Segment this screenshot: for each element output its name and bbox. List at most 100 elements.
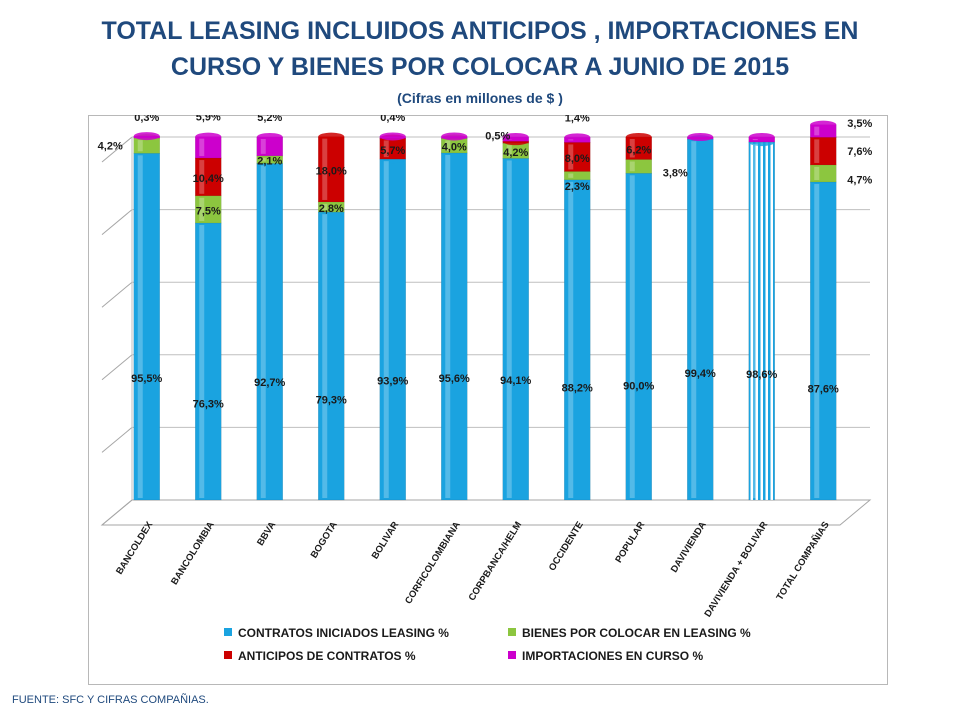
data-label: 4,2% (98, 141, 123, 153)
bar-highlight (752, 144, 758, 498)
bar-segment (133, 153, 160, 501)
data-label: 93,9% (377, 375, 408, 387)
bar-cap (502, 133, 529, 141)
bar-highlight (199, 225, 205, 498)
data-label: 7,5% (196, 205, 221, 217)
data-label: 98,6% (746, 369, 777, 381)
bar-highlight (506, 145, 512, 157)
data-label: 5,2% (257, 115, 282, 124)
chart-subtitle: (Cifras en millones de $ ) (397, 90, 563, 106)
chart-title-line-2: CURSO Y BIENES POR COLOCAR A JUNIO DE 20… (170, 53, 790, 81)
data-label: 0,5% (485, 130, 510, 142)
legend-swatch (508, 651, 516, 659)
bar-highlight (199, 138, 205, 157)
bar-segment (625, 173, 652, 501)
bar-cap (133, 132, 160, 141)
chart-frame (88, 115, 888, 685)
bar-highlight (629, 175, 635, 499)
bar-segment (748, 141, 775, 501)
bar-highlight (137, 155, 143, 498)
bar-highlight (199, 160, 205, 194)
bar-highlight (445, 154, 451, 499)
bar-highlight (260, 139, 266, 154)
bar-highlight (752, 139, 758, 141)
legend-label: CONTRATOS INICIADOS LEASING % (238, 626, 449, 640)
data-label: 3,5% (847, 118, 872, 130)
bar-cap (441, 132, 468, 141)
data-label: 2,1% (257, 156, 282, 168)
data-label: 0,3% (134, 115, 159, 124)
chart-floor (100, 499, 872, 526)
gridline-side (101, 209, 133, 235)
bar-segment (318, 211, 345, 501)
category-label: CORFICOLOMBIANA (403, 520, 463, 607)
data-label: 95,5% (131, 373, 162, 385)
bar-highlight (445, 140, 451, 151)
data-label: 7,6% (847, 146, 872, 158)
legend-label: IMPORTACIONES EN CURSO % (522, 649, 703, 663)
bar-cap (195, 132, 222, 141)
legend-swatch (508, 628, 516, 636)
bar-highlight (322, 138, 328, 200)
category-label: BOLIVAR (370, 520, 402, 562)
data-label: 92,7% (254, 377, 285, 389)
data-label: 87,6% (808, 384, 839, 396)
legend-swatch (224, 628, 232, 636)
chart-title-line-1: TOTAL LEASING INCLUIDOS ANTICIPOS , IMPO… (101, 17, 859, 45)
bar-highlight (691, 141, 697, 499)
bar-cap (687, 133, 714, 141)
data-label: 1,4% (565, 115, 590, 124)
bar-highlight (260, 165, 266, 498)
bar-segment (564, 142, 591, 172)
legend-label: ANTICIPOS DE CONTRATOS % (238, 649, 416, 663)
bar-highlight (814, 184, 820, 498)
category-label: POPULAR (613, 520, 647, 565)
bar-highlight (506, 160, 512, 498)
data-label: 4,2% (503, 147, 528, 159)
bar-highlight (383, 161, 389, 498)
category-label: BANCOLOMBIA (169, 520, 217, 587)
bar-segment (687, 138, 714, 501)
data-label: 95,6% (439, 373, 470, 385)
bar-segment (810, 137, 837, 166)
data-label: 88,2% (562, 383, 593, 395)
data-label: 2,8% (319, 203, 344, 215)
bar-highlight (568, 144, 574, 170)
bar-highlight (629, 139, 635, 158)
category-label: DAVIVIENDA (669, 520, 709, 575)
data-label: 10,4% (193, 173, 224, 185)
bar-segment (195, 195, 222, 224)
bar-segment (564, 179, 591, 501)
data-label: 5,9% (196, 115, 221, 124)
category-label: OCCIDENTE (547, 520, 586, 573)
stacked-bar-chart: 95,5% 4,2% 0,3% 76,3% 7,5% 10,4% 5,9% 92,7% 2,1%… (98, 115, 873, 663)
data-label: 3,8% (663, 167, 688, 179)
bar-cap (625, 133, 652, 141)
category-label: CORPBANCA/HELM (467, 520, 525, 603)
category-label: DAVIVIENDA + BOLIVAR (702, 520, 770, 620)
data-label: 94,1% (500, 375, 531, 387)
category-label: TOTAL COMPAÑIAS (774, 520, 831, 603)
legend-swatch (224, 651, 232, 659)
bar-highlight (137, 140, 143, 152)
bar-segment (379, 158, 406, 501)
gridline-side (101, 136, 133, 163)
bar-segment (256, 163, 283, 501)
gridline-side (101, 427, 133, 453)
data-label: 5,7% (380, 145, 405, 157)
bar-cap (748, 133, 775, 141)
bar-segment (810, 181, 837, 501)
data-label: 0,4% (380, 115, 405, 124)
bar-highlight (814, 139, 820, 163)
data-label: 99,4% (685, 368, 716, 380)
bar-cap (379, 132, 406, 141)
data-label: 18,0% (316, 165, 347, 177)
bar-segment (195, 222, 222, 501)
bar-highlight (199, 197, 205, 222)
bar-highlight (568, 139, 574, 141)
category-label: BBVA (255, 520, 278, 548)
bar-cap (318, 132, 345, 141)
bar-highlight (568, 173, 574, 178)
source-note: FUENTE: SFC Y CIFRAS COMPAÑIAS. (12, 694, 209, 706)
bar-highlight (629, 161, 635, 172)
